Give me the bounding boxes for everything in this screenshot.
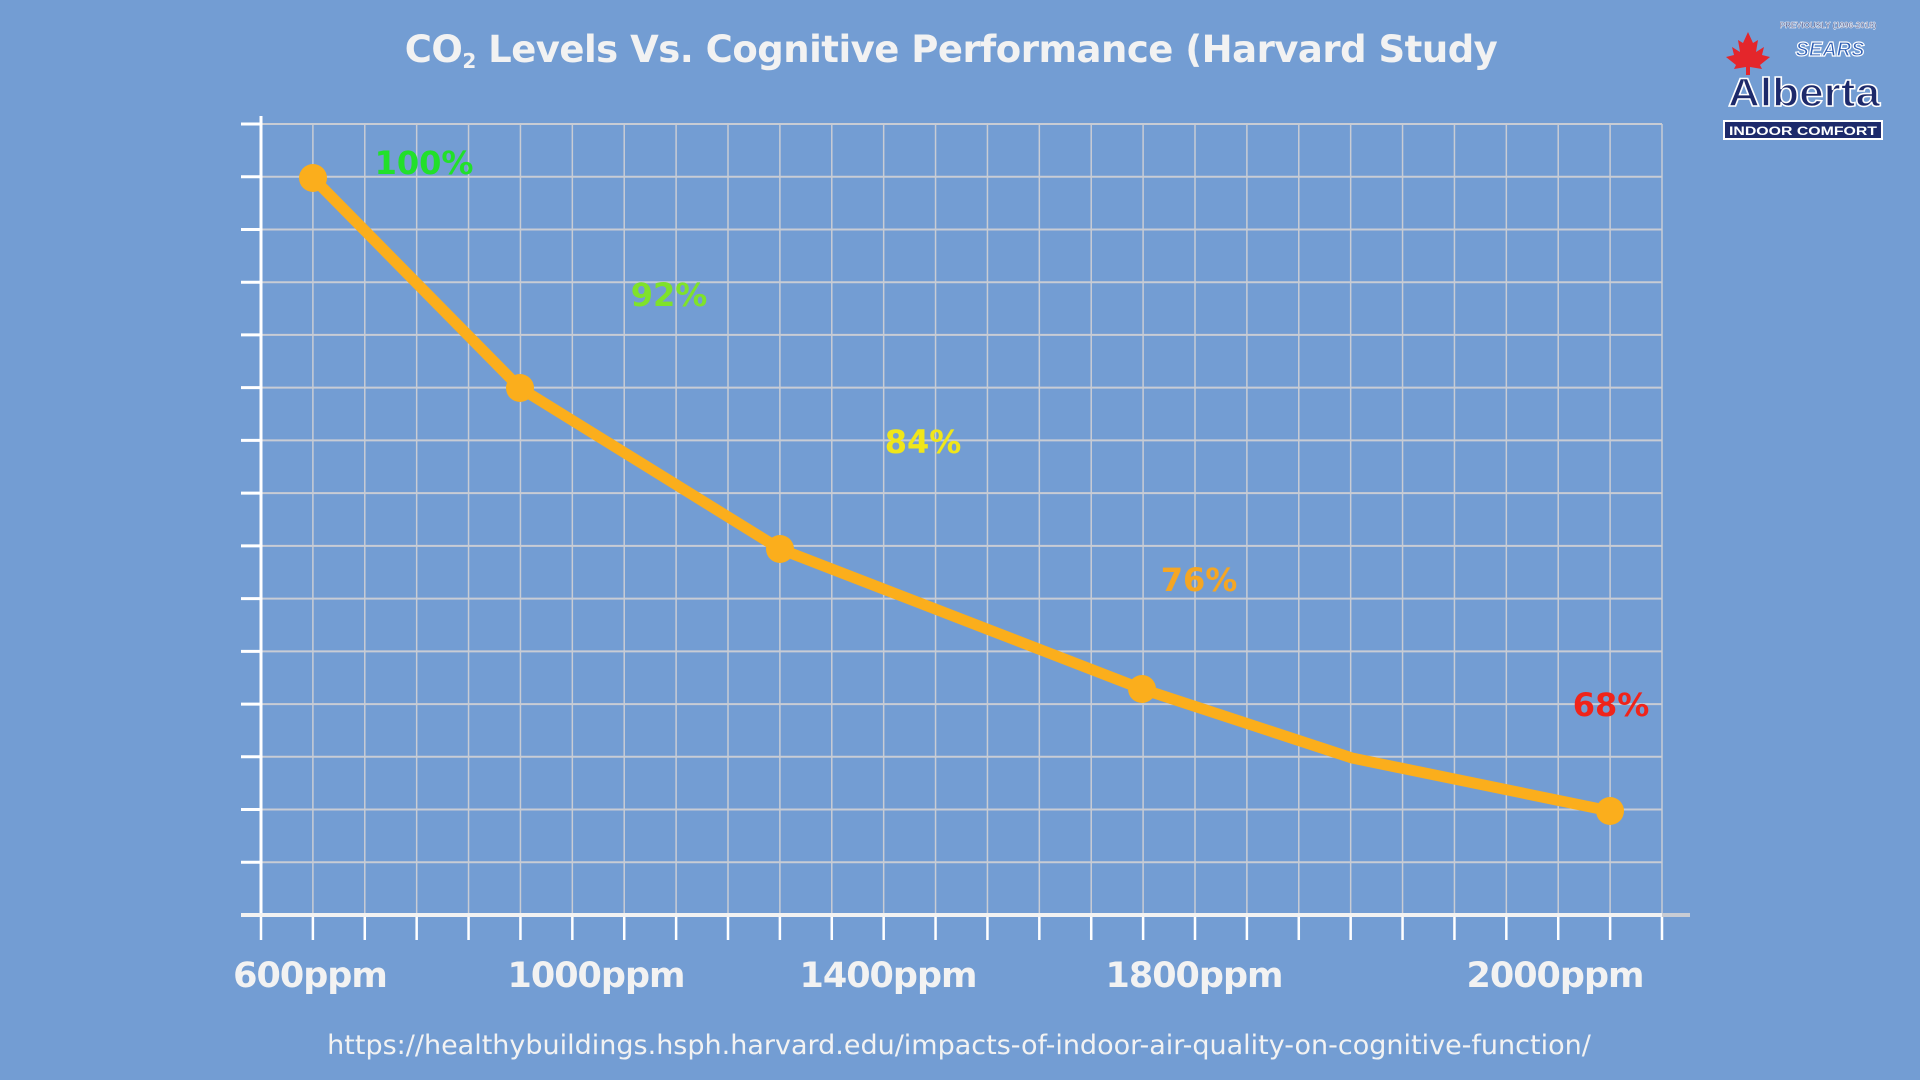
chart-title: CO2 Levels Vs. Cognitive Performance (Ha… [404,28,1498,73]
logo-sears: SEARS [1796,39,1866,61]
x-tick-label: 600ppm [233,956,388,996]
series-line [307,172,1616,817]
data-label: 76% [1160,561,1238,599]
x-tick-label: 1800ppm [1105,956,1284,996]
data-point [1596,797,1624,825]
data-point [1128,675,1156,703]
data-point [506,374,534,402]
x-tick-label: 1400ppm [799,956,978,996]
sears-alberta-logo: PREVIOUSLY (1996-2018) SEARS Alberta IND… [1723,21,1883,140]
data-label: 92% [630,276,708,314]
source-url: https://healthybuildings.hsph.harvard.ed… [327,1030,1591,1061]
data-point [299,164,327,192]
data-label: 68% [1572,686,1650,724]
x-tick-label: 2000ppm [1466,956,1645,996]
maple-leaf-icon [1726,32,1770,75]
logo-tagline: INDOOR COMFORT [1729,124,1878,138]
logo-alberta: Alberta [1728,71,1881,115]
data-point [766,535,794,563]
logo-previously: PREVIOUSLY (1996-2018) [1780,21,1877,30]
data-label: 84% [884,423,962,461]
data-label: 100% [374,144,474,182]
x-tick-label: 1000ppm [507,956,686,996]
